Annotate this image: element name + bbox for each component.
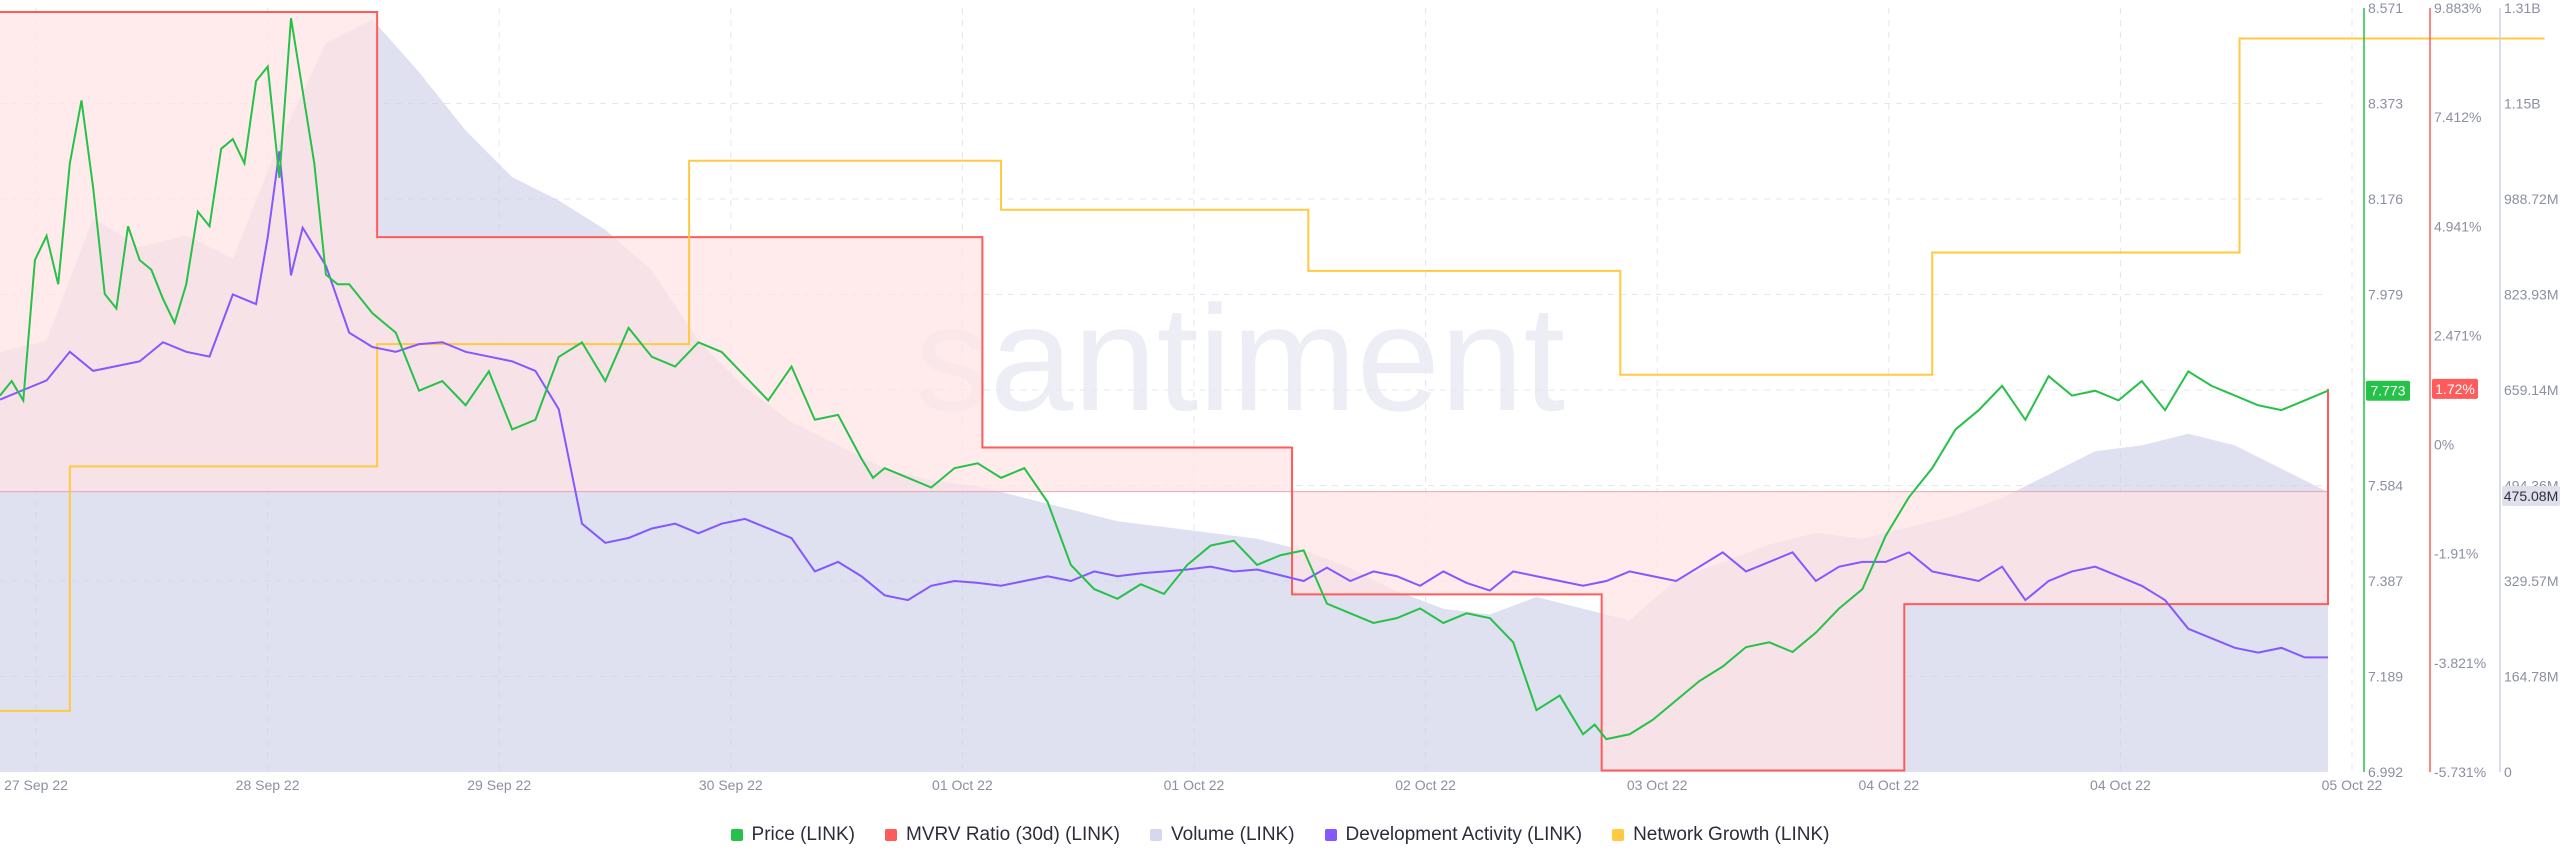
price-tick-label: 6.992: [2368, 764, 2403, 780]
price-tick-label: 8.571: [2368, 0, 2403, 16]
legend-item-price[interactable]: Price (LINK): [730, 824, 855, 846]
mvrv-tick-label: 9.883%: [2434, 0, 2481, 16]
legend-label-network-growth: Network Growth (LINK): [1633, 824, 1830, 845]
legend-item-mvrv[interactable]: MVRV Ratio (30d) (LINK): [885, 824, 1120, 846]
chart-canvas: santiment 27 Sep 22 28 Sep 22 29 Sep 22 30 …: [0, 0, 2560, 793]
mvrv-tick-label: 4.941%: [2434, 218, 2481, 234]
x-tick-label: 01 Oct 22: [932, 777, 993, 793]
x-tick-label: 29 Sep 22: [467, 777, 531, 793]
legend-item-network-growth[interactable]: Network Growth (LINK): [1612, 824, 1829, 846]
legend-label-price: Price (LINK): [751, 824, 855, 845]
volume-tick-label: 988.72M: [2504, 191, 2558, 207]
volume-tick-label: 1.15B: [2504, 96, 2541, 112]
x-tick-label: 28 Sep 22: [236, 777, 300, 793]
price-layer: [0, 18, 2329, 741]
mvrv-line: [0, 11, 2329, 772]
legend-swatch-volume: [1150, 829, 1162, 841]
price-current-badge: 7.773: [2370, 383, 2405, 399]
mvrv-tick-label: 7.412%: [2434, 109, 2481, 125]
mvrv-current-badge: 1.72%: [2435, 381, 2475, 397]
x-tick-label: 04 Oct 22: [1858, 777, 1919, 793]
volume-tick-label: 329.57M: [2504, 573, 2558, 589]
mvrv-area: [0, 12, 2328, 771]
mvrv-tick-label: -3.821%: [2434, 655, 2486, 671]
legend-label-volume: Volume (LINK): [1171, 824, 1295, 845]
volume-tick-label: 659.14M: [2504, 382, 2558, 398]
legend-item-dev-activity[interactable]: Development Activity (LINK): [1324, 824, 1583, 846]
mvrv-current-badge-bg: [2432, 378, 2478, 399]
watermark: santiment: [915, 274, 1565, 442]
axes-layer: 27 Sep 22 28 Sep 22 29 Sep 22 30 Sep 22 01 O…: [4, 0, 2560, 793]
mvrv-tick-label: 0%: [2434, 437, 2454, 453]
x-tick-label: 02 Oct 22: [1395, 777, 1456, 793]
x-tick-label: 04 Oct 22: [2090, 777, 2151, 793]
x-tick-label: 01 Oct 22: [1164, 777, 1225, 793]
volume-current-badge: 475.08M: [2504, 488, 2558, 504]
network-growth-line: [0, 37, 2545, 712]
x-tick-label: 05 Oct 22: [2322, 777, 2383, 793]
legend: Price (LINK) MVRV Ratio (30d) (LINK) Vol…: [0, 822, 2560, 848]
price-current-badge-bg: [2366, 380, 2410, 401]
legend-label-dev-activity: Development Activity (LINK): [1345, 824, 1583, 845]
volume-tick-label: 823.93M: [2504, 287, 2558, 303]
volume-tick-label: 164.78M: [2504, 669, 2558, 685]
legend-swatch-mvrv: [885, 829, 897, 841]
price-tick-label: 7.979: [2368, 287, 2403, 303]
mvrv-tick-label: -1.91%: [2434, 546, 2478, 562]
x-tick-label: 30 Sep 22: [699, 777, 763, 793]
mvrv-layer: [0, 11, 2329, 772]
price-tick-label: 7.584: [2368, 478, 2403, 494]
x-tick-label: 03 Oct 22: [1627, 777, 1688, 793]
price-tick-label: 7.387: [2368, 573, 2403, 589]
x-tick-label: 27 Sep 22: [4, 777, 68, 793]
legend-item-volume[interactable]: Volume (LINK): [1150, 824, 1295, 846]
volume-current-badge-bg: [2502, 486, 2560, 507]
mvrv-tick-label: -5.731%: [2434, 764, 2486, 780]
price-tick-label: 8.373: [2368, 96, 2403, 112]
dev-activity-layer: [0, 151, 2328, 659]
network-growth-layer: [0, 37, 2545, 712]
dev-activity-line: [0, 151, 2328, 659]
legend-swatch-dev-activity: [1324, 829, 1337, 841]
legend-swatch-network-growth: [1612, 829, 1625, 841]
volume-tick-label: 0: [2504, 764, 2512, 780]
price-line: [0, 18, 2329, 741]
legend-swatch-price: [730, 829, 743, 841]
price-tick-label: 8.176: [2368, 191, 2403, 207]
legend-label-mvrv: MVRV Ratio (30d) (LINK): [906, 824, 1120, 845]
volume-tick-label: 1.31B: [2504, 0, 2541, 16]
mvrv-tick-label: 2.471%: [2434, 327, 2481, 343]
price-tick-label: 7.189: [2368, 669, 2403, 685]
